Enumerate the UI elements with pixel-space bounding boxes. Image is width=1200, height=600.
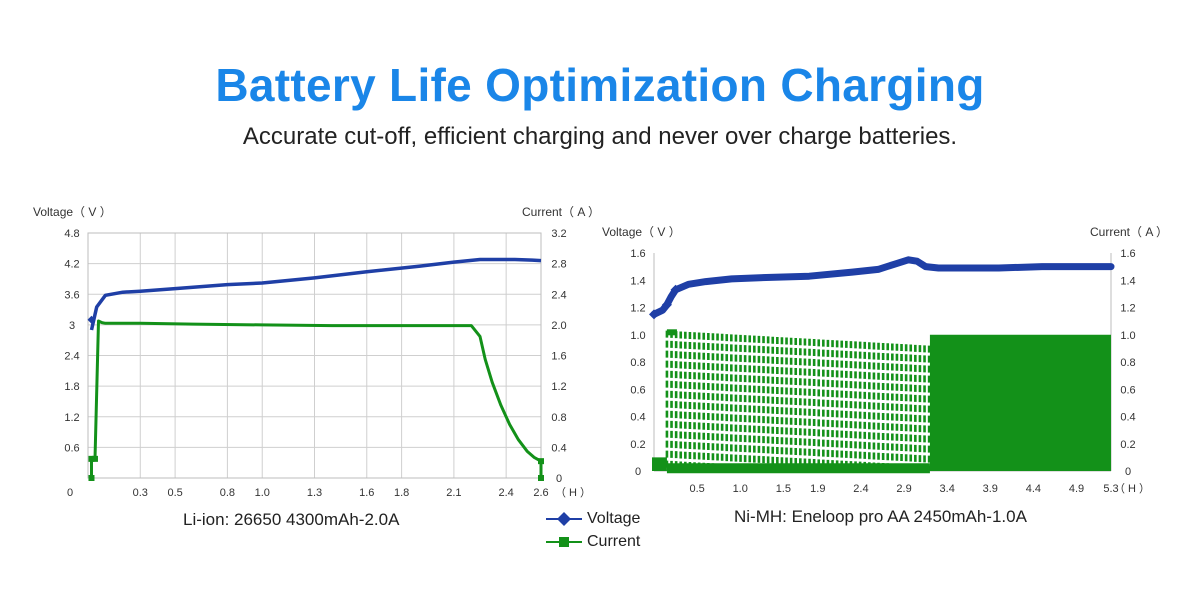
current-marker <box>666 329 677 336</box>
right-tick-label: 2.8 <box>551 259 566 271</box>
left-tick-label: 2.4 <box>64 351 79 363</box>
right-axis-label: Current（ A ） <box>522 205 600 219</box>
right-tick-label: 1.6 <box>551 351 566 363</box>
left-tick-label: 1.2 <box>64 412 79 424</box>
current-marker <box>538 458 544 465</box>
right-tick-label: 1.2 <box>1120 303 1135 315</box>
right-tick-label: 0.4 <box>551 442 566 454</box>
right-tick-label: 0.6 <box>1120 384 1135 396</box>
right-tick-label: 2.0 <box>551 320 566 332</box>
current-marker <box>538 475 544 481</box>
right-tick-label: 1.4 <box>1120 275 1135 287</box>
left-tick-label: 1.8 <box>64 381 79 393</box>
current-initial-block <box>652 457 667 471</box>
right-tick-label: 1.6 <box>1120 248 1135 260</box>
voltage-marker <box>670 284 681 295</box>
x-tick-label: 2.4 <box>853 483 868 495</box>
x-tick-label: 1.0 <box>733 483 748 495</box>
x-unit-label: （ H ） <box>555 486 591 499</box>
nimh-caption: Ni-MH: Eneloop pro AA 2450mAh-1.0A <box>734 507 1027 526</box>
x-tick-label: 3.9 <box>983 483 998 495</box>
left-tick-label: 3.6 <box>64 289 79 301</box>
diamond-marker-icon <box>546 512 582 526</box>
x-tick-label: 1.0 <box>255 487 270 499</box>
x-tick-label: 1.9 <box>810 483 825 495</box>
current-marker <box>88 455 95 462</box>
series-current-line <box>90 319 543 478</box>
x-tick-label: 5.3 <box>1103 483 1118 495</box>
right-tick-label: 0 <box>1125 466 1131 478</box>
x-tick-label: 1.8 <box>394 487 409 499</box>
voltage-marker <box>649 309 659 320</box>
left-tick-label: 0 <box>635 466 641 478</box>
x-tick-label: 1.5 <box>776 483 791 495</box>
square-marker-icon <box>546 537 582 547</box>
x-tick-label: 2.4 <box>499 487 514 499</box>
right-axis-label: Current（ A ） <box>1090 225 1168 239</box>
series-voltage-line <box>89 257 542 331</box>
left-tick-label: 0.8 <box>630 357 645 369</box>
left-tick-label: 0.2 <box>630 439 645 451</box>
left-axis-label: Voltage（ V ） <box>33 205 112 219</box>
left-tick-label: 0.4 <box>630 412 645 424</box>
x-tick-label: 0.5 <box>167 487 182 499</box>
right-tick-label: 0 <box>556 473 562 485</box>
x-tick-label: 2.6 <box>533 487 548 499</box>
x-tick-label: 1.3 <box>307 487 322 499</box>
x-tick-label: 0 <box>67 487 73 499</box>
x-tick-label: 3.4 <box>940 483 955 495</box>
x-tick-label: 2.1 <box>446 487 461 499</box>
page-subtitle: Accurate cut-off, efficient charging and… <box>242 123 958 150</box>
left-tick-label: 4.2 <box>64 259 79 271</box>
left-tick-label: 1.6 <box>630 248 645 260</box>
voltage-marker <box>661 299 672 310</box>
right-tick-label: 0.4 <box>1120 412 1135 424</box>
left-tick-label: 4.8 <box>64 228 79 240</box>
x-tick-label: 2.9 <box>896 483 911 495</box>
left-tick-label: 1.2 <box>630 303 645 315</box>
left-tick-label: 0.6 <box>64 442 79 454</box>
page-title: Battery Life Optimization Charging <box>215 59 985 111</box>
x-unit-label: （ H ） <box>1114 482 1150 495</box>
series-voltage-line <box>650 256 1115 318</box>
x-tick-label: 0.8 <box>220 487 235 499</box>
right-tick-label: 3.2 <box>551 228 566 240</box>
legend-label-current: Current <box>587 533 641 550</box>
x-tick-label: 0.3 <box>133 487 148 499</box>
voltage-marker <box>87 315 96 324</box>
left-tick-label: 1.4 <box>630 275 645 287</box>
x-tick-label: 4.9 <box>1069 483 1084 495</box>
right-tick-label: 0.2 <box>1120 439 1135 451</box>
left-tick-label: 0.6 <box>630 384 645 396</box>
right-tick-label: 2.4 <box>551 289 566 301</box>
right-tick-label: 1.2 <box>551 381 566 393</box>
left-tick-label: 3 <box>69 320 75 332</box>
left-axis-label: Voltage（ V ） <box>602 225 681 239</box>
left-tick-label: 1.0 <box>630 330 645 342</box>
right-tick-label: 0.8 <box>551 412 566 424</box>
right-tick-label: 1.0 <box>1120 330 1135 342</box>
current-constant-block <box>929 334 1111 471</box>
x-tick-label: 1.6 <box>359 487 374 499</box>
plot-frame <box>87 232 542 479</box>
right-tick-label: 0.8 <box>1120 357 1135 369</box>
li-ion-caption: Li-ion: 26650 4300mAh-2.0A <box>183 510 400 529</box>
current-marker <box>88 475 95 481</box>
x-tick-label: 4.4 <box>1026 483 1041 495</box>
legend-label-voltage: Voltage <box>587 510 641 527</box>
current-marker <box>91 455 98 462</box>
x-tick-label: 0.5 <box>689 483 704 495</box>
